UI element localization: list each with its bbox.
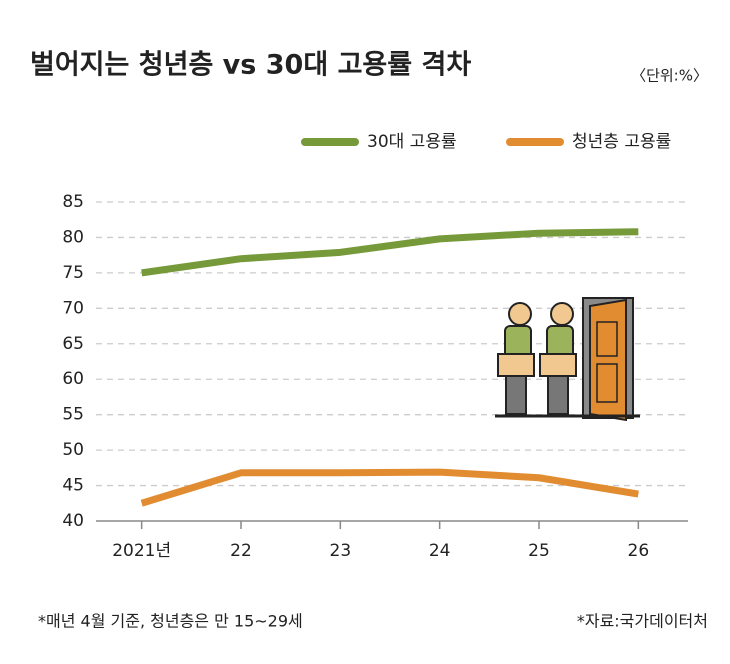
y-tick-label: 50 — [62, 440, 84, 460]
x-tick-label: 23 — [330, 541, 352, 561]
y-tick-label: 60 — [62, 369, 84, 389]
unit-label: 〈단위:%〉 — [631, 67, 708, 85]
y-tick-label: 65 — [62, 334, 84, 354]
y-tick-label: 70 — [62, 298, 84, 318]
note: *매년 4월 기준, 청년층은 만 15~29세 — [38, 612, 303, 631]
legend-label: 청년층 고용률 — [572, 132, 671, 152]
y-tick-label: 85 — [62, 192, 84, 212]
chart-title: 벌어지는 청년층 vs 30대 고용률 격차 — [30, 50, 471, 81]
y-tick-label: 55 — [62, 405, 84, 425]
y-tick-label: 80 — [62, 227, 84, 247]
y-tick-label: 45 — [62, 476, 84, 496]
source: *자료:국가데이터처 — [577, 612, 708, 631]
data-line — [140, 468, 639, 507]
illustration — [495, 297, 640, 422]
legend-label: 30대 고용률 — [367, 132, 457, 152]
x-tick-label: 26 — [628, 541, 650, 561]
x-tick-label: 2021년 — [112, 541, 171, 561]
y-tick-label: 40 — [62, 511, 84, 531]
y-tick-label: 75 — [62, 263, 84, 283]
data-line — [141, 228, 639, 277]
x-tick-label: 25 — [528, 541, 550, 561]
x-tick-label: 22 — [230, 541, 252, 561]
x-tick-label: 24 — [429, 541, 451, 561]
